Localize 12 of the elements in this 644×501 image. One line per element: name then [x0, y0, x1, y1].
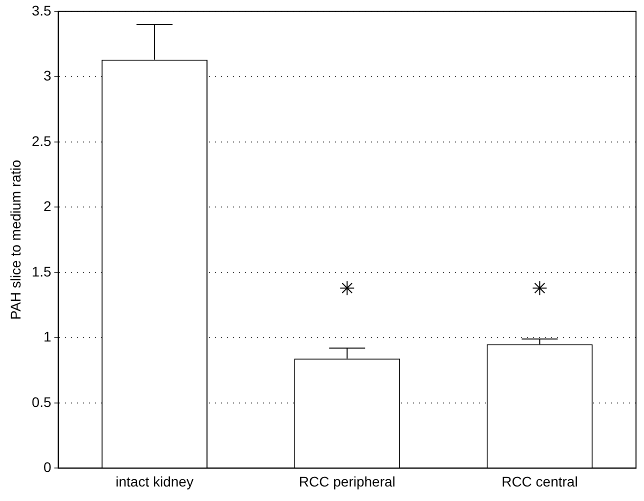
y-tick-label: 2.5 [32, 132, 52, 149]
x-tick-label: RCC central [502, 473, 578, 490]
y-tick-label: 3.5 [32, 2, 52, 18]
x-tick-label: RCC peripheral [298, 473, 396, 490]
x-tick-label: intact kidney [116, 473, 194, 490]
y-tick-label: 3 [43, 68, 52, 84]
y-tick-label: 1.5 [32, 263, 52, 280]
y-tick-label: 0.5 [32, 394, 52, 410]
y-axis-title: PAH slice to medium ratio [7, 160, 24, 320]
y-tick-label: 0 [43, 459, 52, 476]
y-tick-label: 1 [43, 328, 52, 345]
y-tick-label: 2 [43, 198, 52, 214]
